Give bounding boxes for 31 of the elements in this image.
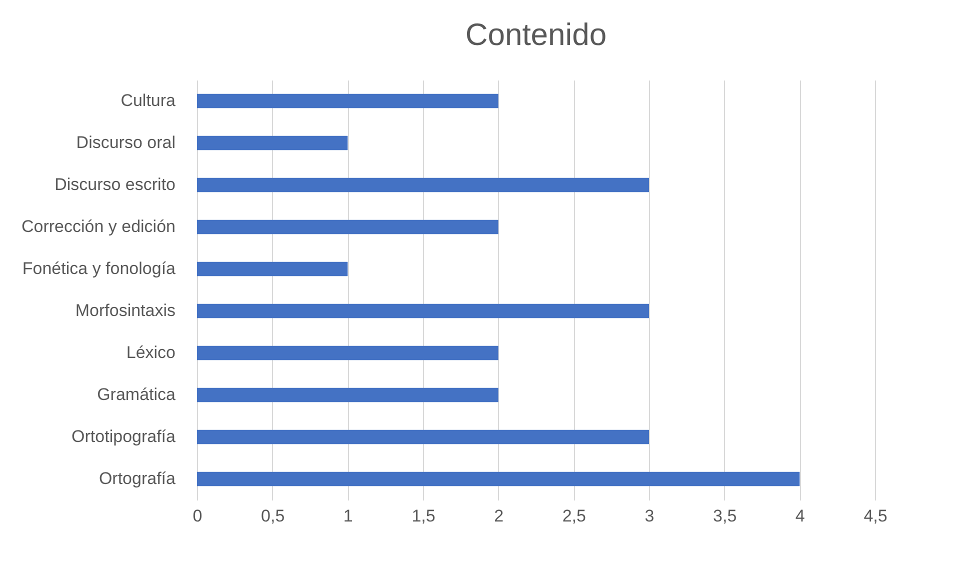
x-tick-label: 2 [494,506,504,526]
y-tick-label: Corrección y edición [21,217,176,236]
y-tick-label: Discurso oral [76,133,176,152]
chart-title: Contenido [465,17,607,52]
bar [197,262,348,276]
bar [197,388,498,402]
x-tick-label: 1,5 [412,506,436,526]
bar [197,472,800,486]
x-tick-label: 4 [795,506,805,526]
bar [197,346,498,360]
x-tick-label: 4,5 [864,506,888,526]
bar [197,304,649,318]
x-tick-label: 0,5 [261,506,285,526]
x-tick-label: 0 [192,506,202,526]
y-tick-label: Cultura [120,91,176,110]
y-tick-label: Ortotipografía [72,427,176,446]
y-tick-label: Discurso escrito [54,175,176,194]
y-tick-label: Ortografía [98,469,176,488]
x-tick-label: 3,5 [713,506,737,526]
y-tick-label: Gramática [97,385,176,404]
y-tick-label: Morfosintaxis [75,301,176,320]
x-tick-label: 3 [644,506,654,526]
bar [197,178,649,192]
bar [197,94,498,108]
bar [197,136,348,150]
y-tick-label: Fonética y fonología [22,259,176,278]
x-tick-label: 2,5 [562,506,586,526]
bar [197,220,498,234]
y-tick-label: Léxico [126,343,176,362]
x-tick-label: 1 [343,506,353,526]
bar [197,430,649,444]
